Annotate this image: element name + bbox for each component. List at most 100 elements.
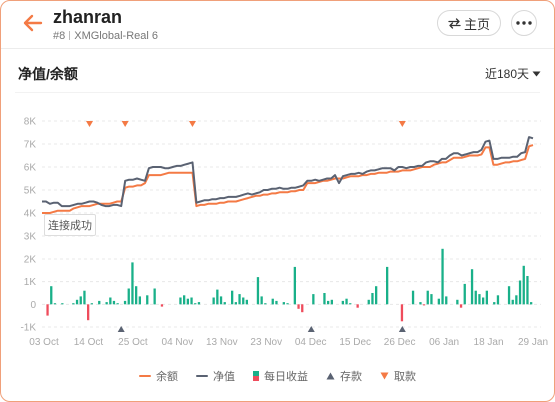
legend-label: 每日收益 — [264, 371, 308, 383]
profit-bar — [87, 304, 90, 321]
profit-bar — [194, 303, 197, 305]
profit-bar-icon — [253, 371, 259, 381]
swap-icon — [448, 17, 461, 29]
withdraw-marker — [121, 121, 129, 127]
x-tick-label: 04 Nov — [162, 337, 194, 348]
profit-bar — [356, 304, 359, 308]
y-tick-label: 8K — [24, 117, 37, 128]
x-tick-label: 25 Oct — [118, 337, 148, 348]
home-button[interactable]: 主页 — [437, 10, 501, 36]
more-dots-icon — [516, 21, 532, 25]
profit-bar — [426, 290, 429, 305]
profit-bar — [153, 288, 156, 305]
x-tick-label: 04 Dec — [295, 337, 327, 348]
x-tick-label: 06 Jan — [429, 337, 459, 348]
profit-bar — [116, 303, 119, 305]
y-tick-label: 5K — [24, 186, 37, 197]
profit-bar — [282, 302, 285, 305]
y-tick-label: -1K — [20, 323, 36, 334]
profit-bar — [242, 297, 245, 305]
range-selector[interactable]: 近180天 — [485, 65, 541, 82]
withdraw-marker — [188, 121, 196, 127]
profit-bar — [530, 302, 533, 305]
chart-legend: 余额 净值 每日收益 存款 取款 — [1, 368, 554, 384]
profit-bar — [53, 303, 57, 305]
profit-bar — [216, 289, 219, 305]
profit-bar — [349, 303, 352, 305]
profit-bar — [123, 300, 127, 305]
profit-bar — [437, 298, 440, 305]
x-tick-label: 29 Jan — [518, 337, 548, 348]
profit-bar — [482, 297, 485, 305]
profit-bar — [327, 300, 330, 305]
legend-equity[interactable]: 净值 — [196, 368, 235, 384]
profit-bar — [90, 303, 93, 305]
profit-bar — [312, 294, 315, 305]
profit-bar — [245, 299, 248, 305]
legend-deposit[interactable]: 存款 — [326, 368, 362, 384]
profit-bar — [75, 299, 79, 305]
account-info: #8 XMGlobal-Real 6 — [53, 30, 158, 42]
balance-line-icon — [139, 375, 151, 377]
deposit-triangle-icon — [326, 372, 335, 380]
y-tick-label: 7K — [24, 140, 37, 151]
profit-bar — [286, 303, 289, 305]
profit-bar — [375, 286, 378, 305]
trader-name: zhanran — [53, 7, 123, 27]
x-tick-label: 14 Oct — [74, 337, 104, 348]
caret-down-icon — [532, 71, 541, 76]
profit-bar — [330, 299, 333, 305]
x-tick-label: 18 Jan — [474, 337, 504, 348]
y-tick-label: 1K — [24, 277, 37, 288]
balance-line — [42, 144, 534, 214]
legend-withdraw[interactable]: 取款 — [380, 368, 416, 384]
profit-bar — [411, 290, 415, 305]
profit-bar — [98, 300, 101, 305]
profit-bar — [223, 302, 226, 305]
account-label: XMGlobal-Real 6 — [74, 30, 159, 42]
profit-bar — [297, 304, 300, 309]
profit-bar — [485, 290, 488, 305]
profit-bar — [212, 297, 215, 305]
profit-bar — [105, 302, 108, 305]
profit-bar — [264, 303, 267, 305]
profit-bar — [445, 296, 448, 305]
more-button[interactable] — [511, 10, 537, 36]
profit-bar — [135, 286, 138, 305]
profit-bar — [400, 304, 404, 322]
profit-bar — [493, 302, 496, 305]
section-title: 净值/余额 — [18, 66, 78, 82]
profit-bar — [275, 300, 278, 305]
profit-bar — [478, 294, 481, 305]
legend-balance[interactable]: 余额 — [139, 368, 178, 384]
profit-bar — [419, 302, 422, 305]
profit-bar — [341, 300, 344, 305]
profit-bar — [127, 288, 130, 305]
y-tick-label: 3K — [24, 232, 37, 243]
profit-bar — [474, 290, 477, 305]
profit-bar — [256, 277, 260, 305]
legend-label: 存款 — [340, 371, 362, 383]
profit-bar — [61, 303, 64, 305]
profit-bar — [371, 293, 374, 305]
x-tick-label: 26 Dec — [384, 337, 416, 348]
home-button-label: 主页 — [463, 16, 490, 32]
profit-bar — [386, 266, 389, 305]
legend-daily-profit[interactable]: 每日收益 — [253, 368, 308, 384]
profit-bar — [422, 304, 426, 306]
withdraw-triangle-icon — [380, 372, 389, 380]
y-tick-label: 2K — [24, 255, 37, 266]
legend-label: 净值 — [213, 371, 235, 383]
profit-bar — [46, 304, 49, 316]
profit-bar — [470, 269, 474, 305]
profit-bar — [219, 296, 223, 305]
profit-bar — [234, 302, 237, 305]
x-tick-label: 03 Oct — [29, 337, 59, 348]
profit-bar — [323, 293, 326, 305]
profit-bar — [459, 304, 463, 308]
profit-bar — [179, 297, 182, 305]
equity-line-icon — [196, 375, 208, 377]
withdraw-marker — [398, 121, 406, 127]
back-arrow-icon[interactable] — [17, 8, 47, 38]
